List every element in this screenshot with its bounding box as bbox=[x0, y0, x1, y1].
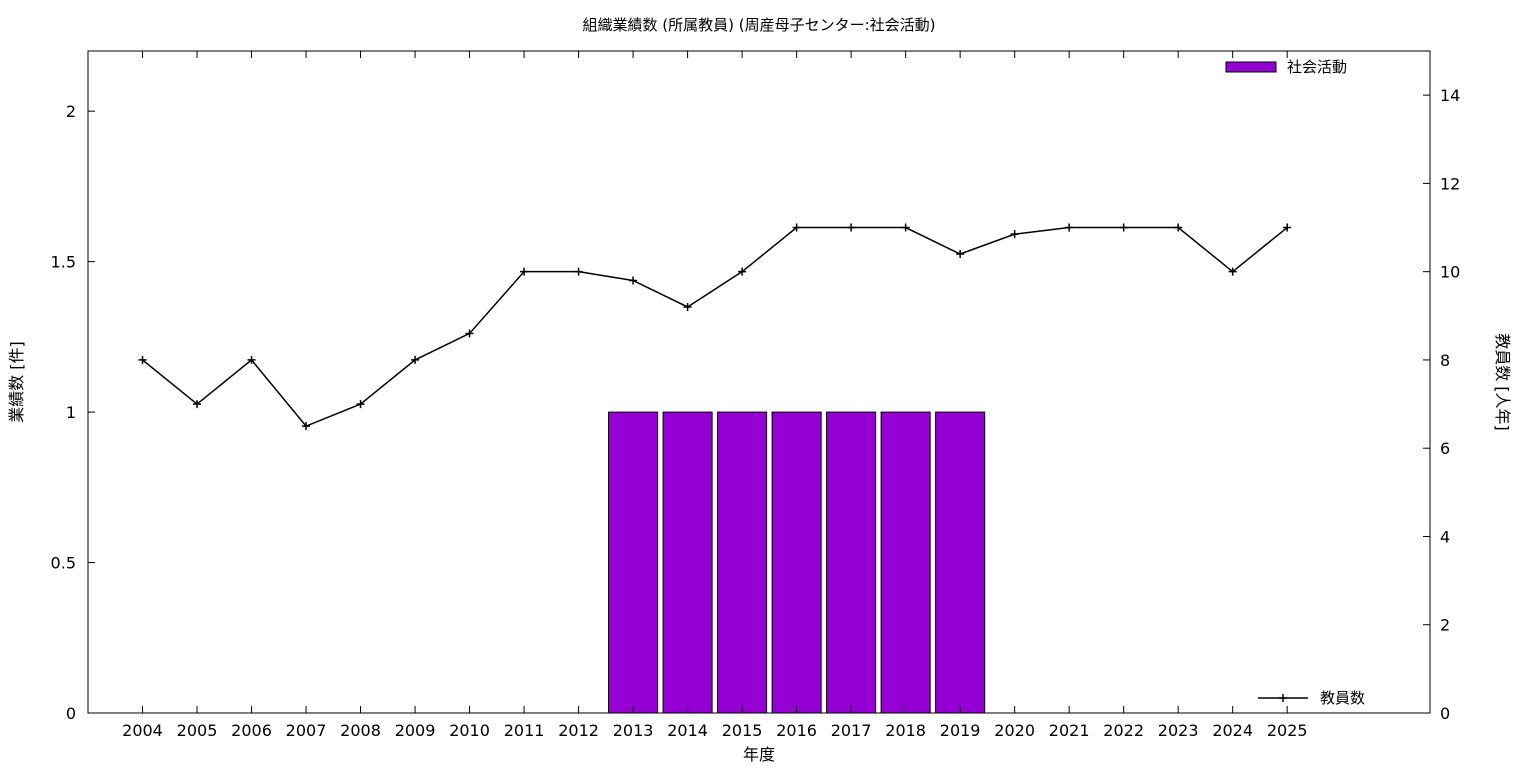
x-tick-label: 2025 bbox=[1267, 721, 1308, 740]
point-2005 bbox=[193, 400, 202, 409]
x-tick-label: 2021 bbox=[1049, 721, 1090, 740]
y2-tick-label: 8 bbox=[1440, 351, 1450, 370]
y2-ticks: 0 2 4 6 8 10 12 14 bbox=[1423, 86, 1460, 723]
bar-2017 bbox=[826, 411, 877, 714]
legend-bar: 社会活動 bbox=[1225, 58, 1347, 76]
point-2023 bbox=[1174, 223, 1183, 232]
bar-2015 bbox=[717, 411, 768, 714]
y2-tick-label: 14 bbox=[1440, 86, 1460, 105]
bar-2013 bbox=[608, 411, 659, 714]
x-ticks: 2004 2005 2006 2007 2008 2009 2010 2011 2012 2013… bbox=[122, 51, 1308, 740]
y2-tick-label: 12 bbox=[1440, 174, 1460, 193]
x-tick-label: 2014 bbox=[667, 721, 708, 740]
bar-2019 bbox=[935, 411, 986, 714]
line-series bbox=[138, 223, 1292, 431]
point-2011 bbox=[520, 267, 529, 276]
y-tick-label: 0 bbox=[66, 704, 76, 723]
point-2019 bbox=[956, 250, 965, 259]
point-2007 bbox=[302, 422, 311, 431]
point-2015 bbox=[738, 267, 747, 276]
y-ticks: 0 0.5 1 1.5 2 bbox=[51, 102, 95, 723]
point-2018 bbox=[901, 223, 910, 232]
x-tick-label: 2024 bbox=[1212, 721, 1253, 740]
point-2006 bbox=[247, 355, 256, 364]
point-2016 bbox=[792, 223, 801, 232]
y-tick-label: 1.5 bbox=[51, 253, 76, 272]
x-tick-label: 2010 bbox=[449, 721, 490, 740]
x-tick-label: 2018 bbox=[885, 721, 926, 740]
x-tick-label: 2015 bbox=[722, 721, 763, 740]
x-tick-label: 2016 bbox=[776, 721, 817, 740]
bar-2014 bbox=[662, 411, 713, 714]
point-2009 bbox=[411, 355, 420, 364]
x-tick-label: 2020 bbox=[994, 721, 1035, 740]
legend-bar-swatch bbox=[1225, 61, 1277, 73]
point-2024 bbox=[1228, 267, 1237, 276]
point-2014 bbox=[683, 302, 692, 311]
x-tick-label: 2012 bbox=[558, 721, 599, 740]
point-2021 bbox=[1065, 223, 1074, 232]
y2-tick-label: 6 bbox=[1440, 439, 1450, 458]
y2-tick-label: 10 bbox=[1440, 263, 1460, 282]
bar-2018 bbox=[880, 411, 931, 714]
point-2010 bbox=[465, 329, 474, 338]
legend-bar-label: 社会活動 bbox=[1287, 58, 1347, 76]
x-tick-label: 2013 bbox=[613, 721, 654, 740]
point-2025 bbox=[1283, 223, 1292, 232]
x-tick-label: 2005 bbox=[177, 721, 218, 740]
x-axis-label: 年度 bbox=[743, 745, 775, 764]
x-tick-label: 2017 bbox=[831, 721, 872, 740]
point-2013 bbox=[629, 276, 638, 285]
y-axis-label: 業績数 [件] bbox=[7, 341, 26, 423]
legend-line: 教員数 bbox=[1258, 689, 1365, 707]
x-tick-label: 2009 bbox=[395, 721, 436, 740]
y-tick-label: 0.5 bbox=[51, 554, 76, 573]
teacher-count-line bbox=[142, 226, 1288, 428]
point-2004 bbox=[138, 355, 147, 364]
y2-tick-label: 4 bbox=[1440, 527, 1450, 546]
y-tick-label: 1 bbox=[66, 403, 76, 422]
y2-tick-label: 2 bbox=[1440, 616, 1450, 635]
bar-2016 bbox=[771, 411, 822, 714]
x-tick-label: 2022 bbox=[1103, 721, 1144, 740]
bars bbox=[608, 411, 986, 714]
legend-line-marker bbox=[1279, 694, 1287, 702]
point-2022 bbox=[1119, 223, 1128, 232]
x-tick-label: 2019 bbox=[940, 721, 981, 740]
x-tick-label: 2008 bbox=[340, 721, 381, 740]
x-tick-label: 2011 bbox=[504, 721, 545, 740]
point-2008 bbox=[356, 400, 365, 409]
x-tick-label: 2007 bbox=[286, 721, 327, 740]
point-2012 bbox=[574, 267, 583, 276]
y-tick-label: 2 bbox=[66, 102, 76, 121]
x-tick-label: 2006 bbox=[231, 721, 272, 740]
legend-line-label: 教員数 bbox=[1320, 689, 1365, 707]
y2-axis-label: 教員数 [人年] bbox=[1493, 333, 1512, 431]
x-tick-label: 2004 bbox=[122, 721, 163, 740]
point-2017 bbox=[847, 223, 856, 232]
chart-title: 組織業績数 (所属教員) (周産母子センター:社会活動) bbox=[582, 16, 935, 34]
x-tick-label: 2023 bbox=[1158, 721, 1199, 740]
point-2020 bbox=[1010, 230, 1019, 239]
y2-tick-label: 0 bbox=[1440, 704, 1450, 723]
